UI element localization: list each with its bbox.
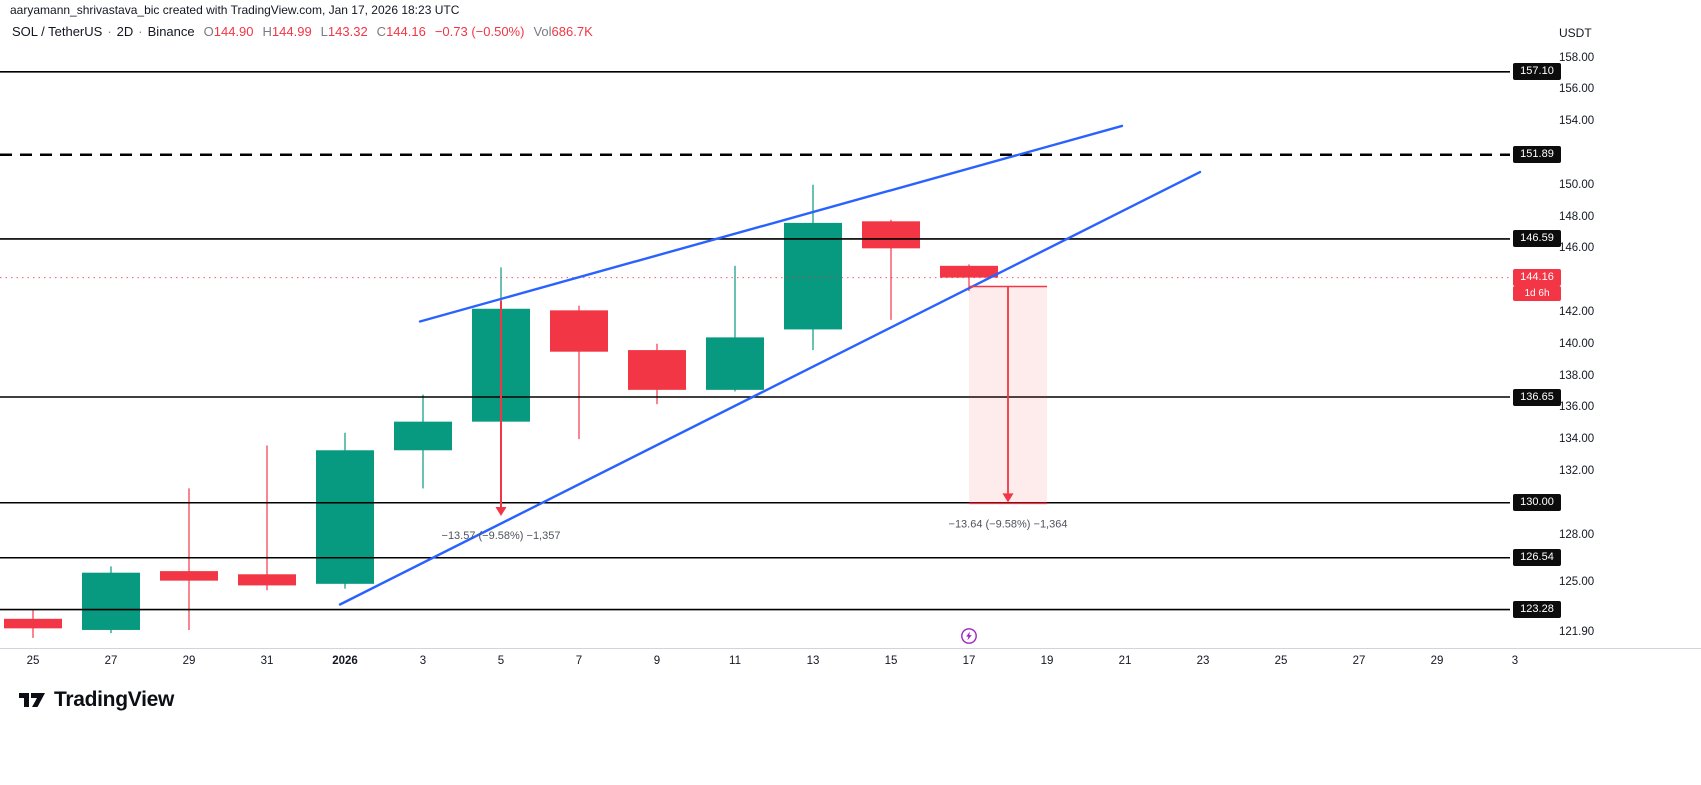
high-letter: H	[262, 24, 272, 39]
close-letter: C	[376, 24, 387, 39]
exchange-label[interactable]: Binance	[147, 24, 195, 39]
price-axis-tick: 142.00	[1559, 305, 1595, 318]
price-level-badge: 146.59	[1513, 230, 1561, 248]
price-axis[interactable]: 158.00 156.00 154.00 150.00 148.00 146.00 142.…	[1510, 48, 1701, 648]
price-axis-tick: 136.00	[1559, 401, 1595, 414]
time-axis-label: 25	[26, 655, 40, 667]
event-lightning-icon[interactable]	[960, 627, 978, 645]
candle-body	[394, 421, 452, 451]
price-axis-tick: 121.90	[1559, 625, 1595, 638]
time-axis-label: 11	[729, 655, 741, 667]
trendline-1[interactable]	[418, 124, 1124, 323]
time-axis-label: 13	[806, 655, 820, 667]
separator-dot: ·	[138, 24, 143, 39]
time-axis-label: 17	[962, 655, 976, 667]
volume: Vol686.7K	[533, 24, 592, 39]
time-axis-label: 5	[497, 655, 505, 667]
candle-body	[160, 571, 218, 581]
price-chart-plot-area[interactable]: −13.57 (−9.58%) −1,357 −13.64 (−9.58%) −1…	[0, 48, 1510, 648]
low-value: 143.32	[327, 24, 368, 39]
price-axis-tick: 154.00	[1559, 115, 1595, 128]
price-axis-tick: 148.00	[1559, 210, 1595, 223]
price-level-badge: 130.00	[1513, 494, 1561, 512]
price-axis-tick: 138.00	[1559, 369, 1595, 382]
price-axis-tick: 134.00	[1559, 433, 1595, 446]
measurement-2-arrow-head	[1002, 493, 1014, 503]
price-axis-tick: 150.00	[1559, 178, 1595, 191]
change-value: −0.73 (−0.50%)	[434, 24, 525, 39]
interval-label[interactable]: 2D	[116, 24, 134, 39]
tradingview-logo-text: TradingView	[54, 688, 175, 711]
price-axis-tick: 132.00	[1559, 464, 1595, 477]
separator-dot: ·	[107, 24, 112, 39]
time-axis-label: 19	[1040, 655, 1054, 667]
price-axis-tick: 140.00	[1559, 337, 1595, 350]
time-axis-label: 3	[419, 655, 427, 667]
price-axis-tick: 128.00	[1559, 528, 1595, 541]
trendline-2[interactable]	[338, 170, 1202, 606]
measurement-1-arrow-head	[495, 507, 507, 517]
low-letter: L	[320, 24, 328, 39]
candle-body	[238, 574, 296, 586]
time-axis[interactable]: 25 27 29 31 2026 3 5 7 9 11 13 15 17 19 21 23 25 27 29 3	[0, 648, 1701, 675]
time-axis-label: 15	[884, 655, 898, 667]
price-axis-currency: USDT	[1559, 26, 1592, 40]
time-axis-label: 25	[1274, 655, 1288, 667]
candle-body	[4, 618, 62, 629]
price-level-badge: 151.89	[1513, 146, 1561, 164]
ohlc-open: O144.90	[204, 24, 254, 39]
current-price-badge: 144.16	[1513, 269, 1561, 287]
time-axis-label: 27	[1352, 655, 1366, 667]
tradingview-logo-mark	[19, 693, 45, 707]
bar-countdown-badge: 1d 6h	[1513, 286, 1561, 302]
candle-body	[940, 265, 998, 278]
time-axis-label: 31	[260, 655, 274, 667]
time-axis-label: 9	[653, 655, 661, 667]
time-axis-label: 29	[182, 655, 196, 667]
time-axis-label: 2026	[332, 655, 358, 667]
price-axis-tick: 156.00	[1559, 83, 1595, 96]
attribution-text: aaryamann_shrivastava_bic created with T…	[10, 3, 460, 17]
measurement-2-label: −13.64 (−9.58%) −1,364	[949, 518, 1068, 530]
time-axis-label: 29	[1430, 655, 1444, 667]
open-letter: O	[203, 24, 214, 39]
price-level-badge: 157.10	[1513, 63, 1561, 81]
price-level-badge: 123.28	[1513, 601, 1561, 619]
ohlc-low: L143.32	[321, 24, 368, 39]
ohlc-high: H144.99	[263, 24, 312, 39]
candle-body	[862, 221, 920, 249]
volume-value: 686.7K	[551, 24, 593, 39]
time-axis-label: 7	[575, 655, 583, 667]
candle-body	[550, 310, 608, 352]
time-axis-label: 21	[1118, 655, 1132, 667]
candle-body	[82, 572, 140, 630]
candle-body	[706, 337, 764, 390]
candle-body	[628, 350, 686, 390]
symbol-name[interactable]: SOL / TetherUS	[12, 24, 103, 39]
ohlc-close: C144.16	[377, 24, 426, 39]
symbol-header: SOL / TetherUS · 2D · Binance O144.90 H144.99 L…	[12, 24, 593, 39]
candle-body	[316, 450, 374, 584]
time-axis-label: 23	[1196, 655, 1210, 667]
close-value: 144.16	[386, 24, 426, 39]
price-axis-tick: 158.00	[1559, 51, 1595, 64]
time-axis-label: 27	[104, 655, 118, 667]
tradingview-logo: TradingView	[18, 688, 174, 712]
price-level-badge: 126.54	[1513, 549, 1561, 567]
price-axis-tick: 125.00	[1559, 576, 1595, 589]
price-level-badge: 136.65	[1513, 388, 1561, 406]
time-axis-label: 3	[1511, 655, 1519, 667]
price-axis-tick: 146.00	[1559, 242, 1595, 255]
open-value: 144.90	[213, 24, 254, 39]
measurement-1-label: −13.57 (−9.58%) −1,357	[442, 530, 561, 542]
candle-body	[784, 222, 842, 330]
volume-label: Vol	[533, 24, 552, 39]
high-value: 144.99	[271, 24, 312, 39]
